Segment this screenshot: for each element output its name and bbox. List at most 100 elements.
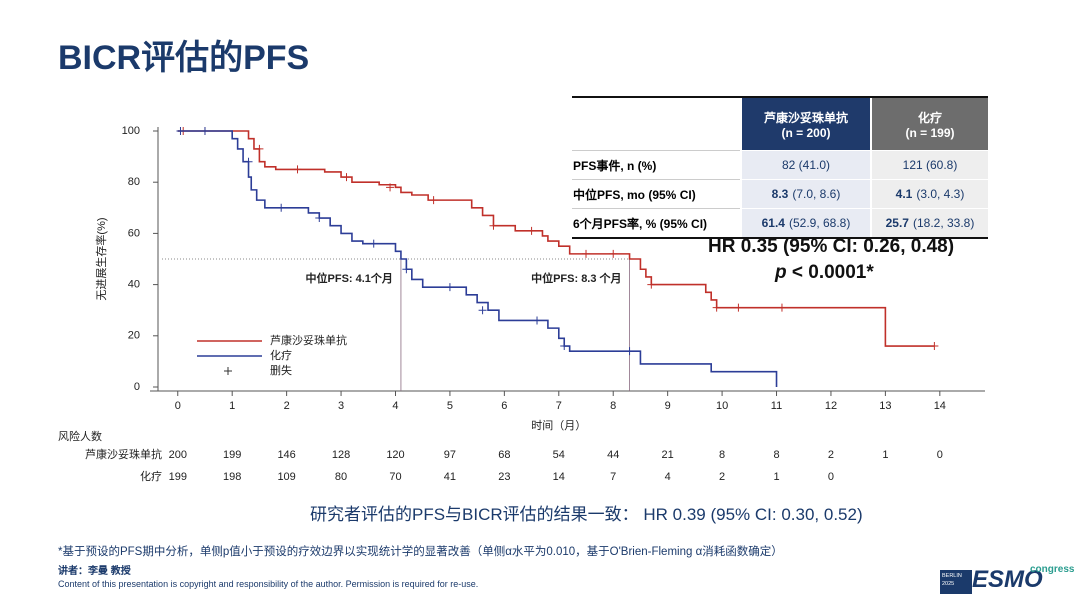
censor-mark: [293, 165, 302, 174]
y-tick-label: 40: [128, 279, 140, 291]
censor-mark: [930, 342, 939, 351]
risk-value: 8: [773, 449, 779, 461]
x-tick-label: 4: [392, 400, 398, 412]
censor-mark: [277, 203, 286, 212]
x-tick-label: 5: [447, 400, 453, 412]
x-tick-label: 9: [665, 400, 671, 412]
row: 中位PFS, mo (95% CI) 8.3 (7.0, 8.6) 4.1 (3.0, …: [572, 179, 988, 209]
cell-rest: (18.2, 33.8): [912, 216, 975, 230]
censor-mark: [609, 249, 618, 258]
risk-value: 2: [719, 471, 725, 483]
header-cell: [572, 98, 741, 151]
header-text: (n = 199): [905, 125, 955, 140]
x-axis-label: 时间（月）: [531, 419, 586, 432]
row-label: 中位PFS, mo (95% CI): [572, 179, 741, 209]
risk-value: 8: [719, 449, 725, 461]
risk-value: 23: [498, 471, 510, 483]
logo-tag: congress: [1030, 564, 1075, 575]
p-symbol: p: [775, 262, 787, 283]
cell-rest: (52.9, 68.8): [788, 216, 851, 230]
x-tick-label: 7: [556, 400, 562, 412]
cell: 82 (41.0): [740, 150, 871, 180]
header-text: 芦康沙妥珠单抗: [763, 110, 848, 125]
speaker: 讲者：李曼 教授: [58, 566, 131, 577]
censor-mark: [386, 183, 395, 192]
y-axis-label: 无进展生存率(%): [94, 217, 108, 300]
cell-rest: 121 (60.8): [902, 158, 958, 172]
risk-value: 14: [553, 471, 565, 483]
cell-bold: 4.1: [895, 187, 913, 201]
footnote: *基于预设的PFS期中分析，单侧p值小于预设的疗效边界以实现统计学的显著改善（单…: [58, 546, 783, 558]
hr-text: HR 0.35 (95% CI: 0.26, 0.48): [708, 236, 955, 257]
risk-value: 199: [223, 449, 241, 461]
censor-mark: [244, 157, 253, 166]
risk-title: 风险人数: [58, 429, 102, 443]
x-tick-label: 13: [879, 400, 891, 412]
km-curve: [177, 130, 778, 387]
censor-mark: [402, 265, 411, 274]
risk-value: 54: [553, 449, 565, 461]
cell-bold: 8.3: [771, 187, 789, 201]
x-tick-label: 11: [771, 400, 782, 412]
risk-value: 200: [169, 449, 187, 461]
risk-value: 199: [169, 471, 187, 483]
row-label: PFS事件, n (%): [572, 150, 741, 180]
p-value: < 0.0001*: [786, 262, 874, 283]
logo-name: ESMO: [972, 566, 1043, 593]
y-tick-label: 80: [128, 176, 140, 188]
cell-rest: (7.0, 8.6): [792, 187, 841, 201]
risk-value: 80: [335, 471, 347, 483]
risk-value: 44: [607, 449, 619, 461]
cell: 121 (60.8): [870, 150, 988, 180]
cell: 25.7 (18.2, 33.8): [870, 208, 988, 237]
logo-city: BERLIN: [942, 573, 962, 579]
censor-mark: [315, 214, 324, 223]
legend-censor: [224, 367, 232, 375]
x-tick-label: 2: [284, 400, 290, 412]
slide-title: BICR评估的PFS: [58, 39, 310, 77]
median-annotation: 中位PFS: 8.3 个月: [531, 271, 621, 285]
header-cell: 芦康沙妥珠单抗 (n = 200): [740, 98, 871, 151]
cell-bold: 25.7: [885, 216, 909, 230]
risk-value: 4: [665, 471, 671, 483]
censor-mark: [712, 303, 721, 312]
censor-mark: [429, 196, 438, 205]
risk-label: 芦康沙妥珠单抗: [85, 447, 162, 461]
risk-value: 120: [386, 449, 404, 461]
censor-mark: [369, 239, 378, 248]
cell-rest: 82 (41.0): [781, 158, 831, 172]
logo-year: 2025: [942, 581, 955, 587]
censor-mark: [200, 127, 209, 135]
p-text: p < 0.0001*: [775, 262, 874, 284]
risk-value: 198: [223, 471, 241, 483]
row-label: 6个月PFS率, % (95% CI): [572, 208, 741, 237]
row: 6个月PFS率, % (95% CI) 61.4 (52.9, 68.8) 25.7(…: [572, 208, 988, 237]
y-tick-label: 0: [134, 381, 140, 393]
legend-label: 化疗: [270, 348, 292, 362]
stats-table: 芦康沙妥珠单抗 (n = 200) 化疗 (n = 199) PFS事件, n (%) 8…: [572, 96, 988, 239]
risk-value: 128: [332, 449, 350, 461]
header-text: 化疗: [917, 110, 942, 125]
risk-value: 68: [498, 449, 510, 461]
header-text: (n = 200): [781, 125, 831, 140]
censor-mark: [533, 316, 542, 325]
x-tick-label: 0: [175, 400, 181, 412]
x-tick-label: 10: [716, 400, 728, 412]
risk-value: 0: [937, 449, 943, 461]
risk-value: 2: [828, 449, 834, 461]
censor-mark: [625, 347, 634, 356]
cell-bold: 61.4: [761, 216, 785, 230]
censor-mark: [777, 303, 786, 312]
cell-rest: (3.0, 4.3): [916, 187, 965, 201]
censor-mark: [342, 173, 351, 182]
table: 芦康沙妥珠单抗 (n = 200) 化疗 (n = 199) PFS事件, n (%) 8…: [572, 98, 988, 237]
censor-mark: [445, 283, 454, 292]
x-tick-label: 14: [934, 400, 946, 412]
risk-value: 109: [277, 471, 295, 483]
censor-mark: [489, 221, 498, 230]
risk-value: 97: [444, 449, 456, 461]
risk-value: 7: [610, 471, 616, 483]
cell: 4.1 (3.0, 4.3): [870, 179, 988, 209]
legend-label: 芦康沙妥珠单抗: [270, 333, 347, 347]
